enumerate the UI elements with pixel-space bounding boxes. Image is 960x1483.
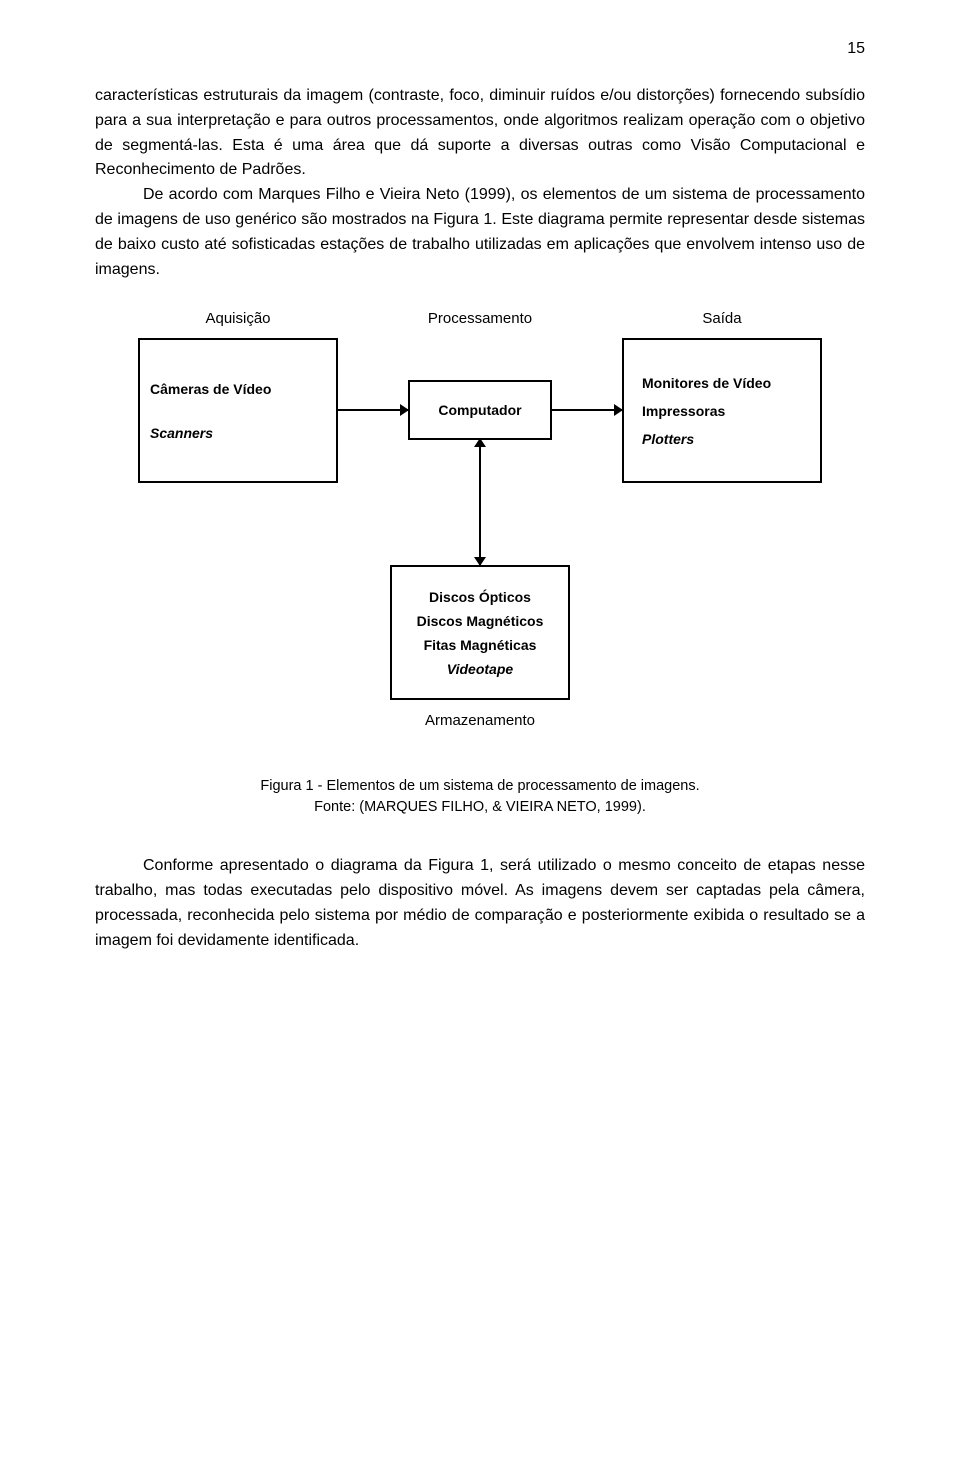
figure-1-diagram: Aquisição Processamento Saída Câmeras de… (95, 310, 865, 770)
paragraph-1: características estruturais da imagem (c… (95, 84, 865, 183)
output-box: Monitores de Vídeo Impressoras Plotters (622, 338, 822, 483)
edge-center-to-right (552, 409, 622, 411)
storage-box: Discos Ópticos Discos Magnéticos Fitas M… (390, 565, 570, 700)
body-text-block-2: Conforme apresentado o diagrama da Figur… (95, 854, 865, 953)
column-label-left: Aquisição (138, 310, 338, 327)
column-label-center: Processamento (380, 310, 580, 327)
arrowhead-up-icon (474, 438, 486, 447)
arrowhead-right-icon (614, 404, 623, 416)
page: 15 características estruturais da imagem… (0, 0, 960, 1483)
acquisition-item-cameras: Câmeras de Vídeo (150, 381, 271, 397)
storage-label: Armazenamento (380, 712, 580, 729)
processing-item-computer: Computador (438, 402, 521, 418)
arrowhead-right-icon (400, 404, 409, 416)
output-item-plotters: Plotters (642, 431, 694, 447)
storage-item-magnetic-disk: Discos Magnéticos (417, 613, 544, 629)
storage-item-videotape: Videotape (447, 661, 513, 677)
column-label-right: Saída (622, 310, 822, 327)
edge-left-to-center (338, 409, 408, 411)
storage-item-magnetic-tape: Fitas Magnéticas (424, 637, 537, 653)
caption-line-2: Fonte: (MARQUES FILHO, & VIEIRA NETO, 19… (95, 797, 865, 818)
flowchart: Aquisição Processamento Saída Câmeras de… (130, 310, 830, 770)
page-number: 15 (847, 40, 865, 58)
paragraph-3: Conforme apresentado o diagrama da Figur… (95, 854, 865, 953)
figure-1-caption: Figura 1 - Elementos de um sistema de pr… (95, 776, 865, 818)
acquisition-item-scanners: Scanners (150, 425, 213, 441)
acquisition-box: Câmeras de Vídeo Scanners (138, 338, 338, 483)
edge-center-to-storage (479, 440, 481, 565)
output-item-printers: Impressoras (642, 403, 725, 419)
processing-box: Computador (408, 380, 552, 440)
output-item-monitors: Monitores de Vídeo (642, 375, 771, 391)
paragraph-2: De acordo com Marques Filho e Vieira Net… (95, 183, 865, 282)
arrowhead-down-icon (474, 557, 486, 566)
body-text-block: características estruturais da imagem (c… (95, 84, 865, 282)
storage-item-optical: Discos Ópticos (429, 589, 531, 605)
caption-line-1: Figura 1 - Elementos de um sistema de pr… (95, 776, 865, 797)
